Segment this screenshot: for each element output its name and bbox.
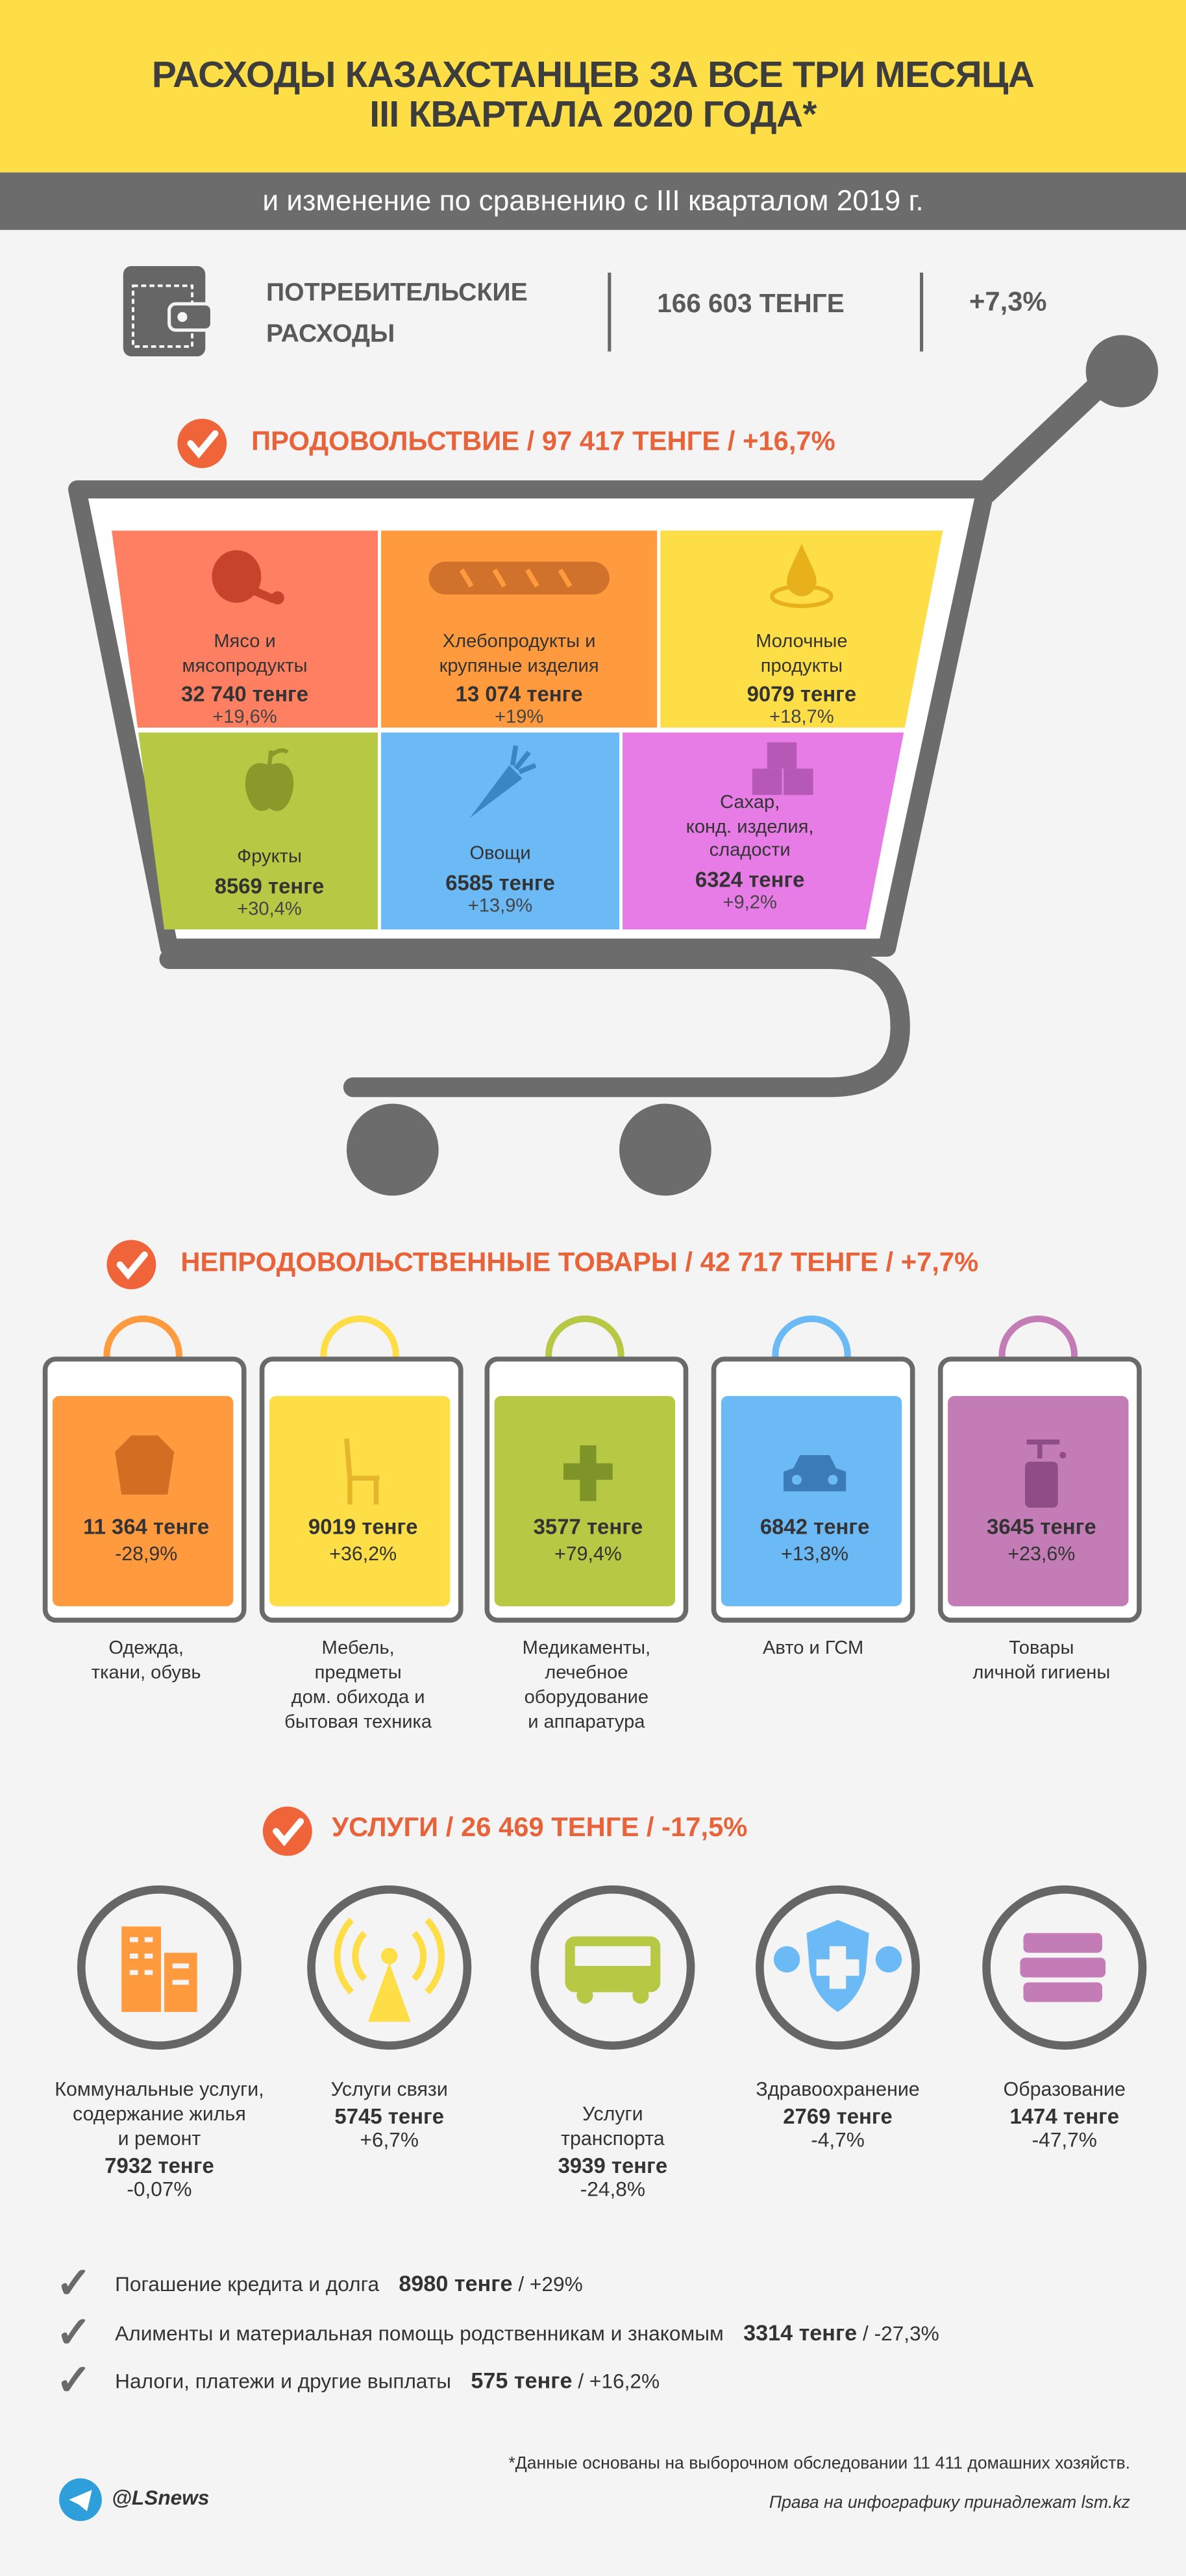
bag-auto: 6842 тенге +13,8% (711, 1314, 915, 1623)
service-utilities-circle (77, 1885, 241, 2050)
telegram-handle[interactable]: @LSnews (112, 2486, 210, 2510)
bag-label-hygiene: Товары личной гигиены (972, 1639, 1111, 1684)
food-tile-dairy: Молочные продукты 9079 тенге +18,7% (660, 530, 943, 728)
bread-icon (428, 561, 610, 595)
checkmark-icon: ✓ (56, 2258, 92, 2308)
service-health-label: Здравоохранение 2769 тенге -4,7% (756, 2078, 920, 2152)
bag-label-medicine: Медикаменты, лечебное оборудование и аппара… (522, 1639, 651, 1733)
bus-icon (565, 1936, 661, 2004)
food-tiles: Мясо и мясопродукты 32 740 тенге +19,6% Хл… (112, 530, 943, 930)
nonfood-heading: НЕПРОДОВОЛЬСТВЕННЫЕ ТОВАРЫ / 42 717 ТЕНГ… (180, 1248, 979, 1278)
bag-label-furniture: Мебель, предметы дом. обихода и бытовая тех… (284, 1639, 432, 1733)
chair-icon (344, 1438, 380, 1504)
other-item-taxes: Налоги, платежи и другие выплаты 575 тенг… (115, 2368, 660, 2393)
consumer-amount: 166 603 ТЕНГЕ (657, 290, 845, 319)
food-heading: ПРОДОВОЛЬСТВИЕ / 97 417 ТЕНГЕ / +16,7% (251, 426, 835, 457)
food-tile-vegetables: Овощи 6585 тенге +13,9% (381, 732, 619, 930)
footnote: *Данные основаны на выборочном обследова… (508, 2453, 1130, 2473)
check-circle-icon (262, 1806, 312, 1856)
check-circle-icon (177, 419, 227, 469)
bag-hygiene: 3645 тенге +23,6% (937, 1314, 1142, 1623)
checkmark-icon: ✓ (56, 2355, 92, 2405)
bag-furniture: 9019 тенге +36,2% (259, 1314, 463, 1623)
antenna-tower-icon (334, 1917, 445, 2022)
service-telecom-label: Услуги связи 5745 тенге +6,7% (330, 2078, 448, 2152)
food-tile-meat: Мясо и мясопродукты 32 740 тенге +19,6% (112, 530, 378, 728)
subtitle: и изменение по сравнению с III кварталом… (262, 184, 924, 217)
wheel-icon (346, 1103, 439, 1196)
bag-clothing: 11 364 тенге -28,9% (42, 1314, 247, 1623)
bag-label-auto: Авто и ГСМ (762, 1639, 864, 1659)
meat-drumstick-icon (212, 550, 284, 605)
soap-dispenser-icon (1025, 1439, 1067, 1508)
bag-medicine: 3577 тенге +79,4% (484, 1314, 689, 1623)
wallet-icon (120, 265, 222, 357)
telegram-icon[interactable] (59, 2478, 102, 2521)
car-icon (784, 1455, 846, 1491)
checkmark-icon: ✓ (56, 2307, 92, 2357)
divider (920, 273, 924, 352)
service-health-circle (756, 1885, 920, 2050)
buildings-icon (121, 1926, 197, 2012)
service-telecom-circle (307, 1885, 472, 2050)
service-utilities-label: Коммунальные услуги, содержание жилья и ре… (55, 2078, 264, 2201)
food-tile-bread: Хлебопродукты и крупяные изделия 13 074 т… (381, 530, 658, 728)
wheel-icon (619, 1103, 711, 1196)
header-banner: РАСХОДЫ КАЗАХСТАНЦЕВ ЗА ВСЕ ТРИ МЕСЯЦА I… (0, 0, 1186, 173)
other-item-credit: Погашение кредита и долга 8980 тенге / +2… (115, 2271, 583, 2296)
divider (608, 273, 612, 352)
other-item-alimony: Алименты и материальная помощь родственн… (115, 2320, 939, 2346)
carrot-icon (469, 745, 536, 818)
sugar-cubes-icon (752, 742, 813, 795)
health-shield-icon (773, 1920, 902, 2012)
service-transport-label: Услуги транспорта 3939 тенге -24,8% (558, 2102, 668, 2201)
consumer-label-line-2: РАСХОДЫ (266, 320, 395, 349)
consumer-label-line-1: ПОТРЕБИТЕЛЬСКИЕ (266, 279, 528, 308)
service-education-label: Образование 1474 тенге -47,7% (1003, 2078, 1126, 2152)
service-transport-circle (530, 1885, 695, 2050)
books-icon (1020, 1933, 1106, 2002)
services-heading: УСЛУГИ / 26 469 ТЕНГЕ / -17,5% (332, 1813, 748, 1843)
title-line-1: РАСХОДЫ КАЗАХСТАНЦЕВ ЗА ВСЕ ТРИ МЕСЯЦА (151, 54, 1035, 95)
bag-label-clothing: Одежда, ткани, обувь (91, 1639, 201, 1684)
consumer-change: +7,3% (969, 287, 1047, 317)
medical-cross-icon (563, 1445, 613, 1501)
rights-notice: Права на инфографику принадлежат lsm.kz (769, 2493, 1130, 2513)
check-circle-icon (106, 1240, 156, 1290)
milk-drop-icon (770, 543, 834, 608)
shirt-icon (115, 1435, 175, 1495)
title-line-2: III КВАРТАЛА 2020 ГОДА* (369, 93, 817, 135)
consumer-label: ПОТРЕБИТЕЛЬСКИЕ РАСХОДЫ (266, 273, 528, 355)
apple-icon (245, 748, 294, 811)
subtitle-bar: и изменение по сравнению с III кварталом… (0, 172, 1186, 230)
food-tile-fruit: Фрукты 8569 тенге +30,4% (112, 732, 378, 930)
service-education-circle (982, 1885, 1147, 2050)
